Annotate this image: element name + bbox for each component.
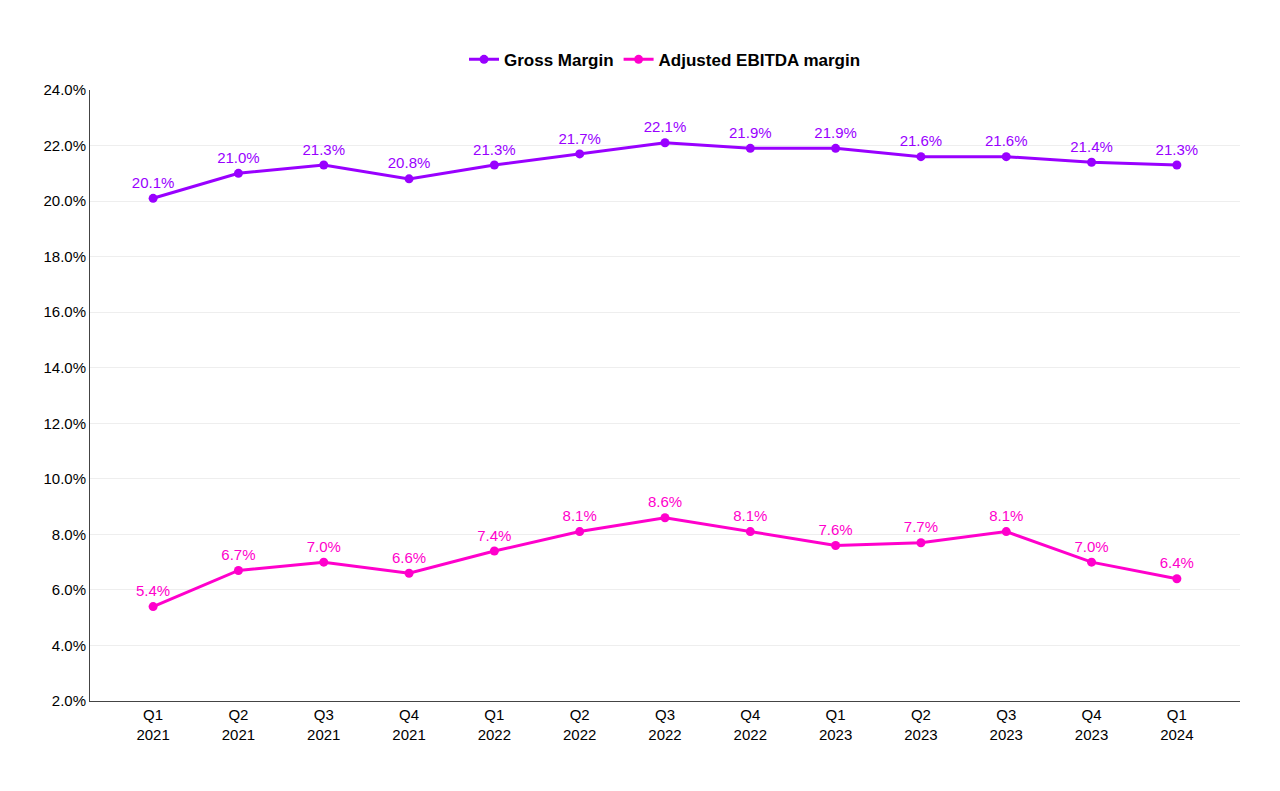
svg-text:8.1%: 8.1%	[733, 507, 767, 524]
svg-text:21.9%: 21.9%	[814, 124, 857, 141]
svg-text:21.7%: 21.7%	[558, 130, 601, 147]
svg-text:Q42022: Q42022	[734, 706, 767, 743]
svg-text:Q12021: Q12021	[136, 706, 169, 743]
svg-text:4.0%: 4.0%	[52, 637, 86, 654]
svg-text:Q12023: Q12023	[819, 706, 852, 743]
svg-text:21.6%: 21.6%	[985, 132, 1028, 149]
svg-text:5.4%: 5.4%	[136, 582, 170, 599]
svg-text:Q32023: Q32023	[990, 706, 1023, 743]
svg-text:Q22022: Q22022	[563, 706, 596, 743]
svg-text:6.6%: 6.6%	[392, 549, 426, 566]
svg-text:14.0%: 14.0%	[43, 359, 86, 376]
svg-text:7.6%: 7.6%	[819, 521, 853, 538]
svg-text:12.0%: 12.0%	[43, 415, 86, 432]
svg-text:2.0%: 2.0%	[52, 692, 86, 709]
svg-text:Gross Margin: Gross Margin	[504, 51, 614, 70]
svg-text:8.0%: 8.0%	[52, 526, 86, 543]
svg-text:22.1%: 22.1%	[644, 118, 687, 135]
svg-text:21.9%: 21.9%	[729, 124, 772, 141]
svg-text:21.3%: 21.3%	[473, 141, 516, 158]
svg-text:Q32022: Q32022	[648, 706, 681, 743]
svg-text:20.1%: 20.1%	[132, 174, 175, 191]
svg-text:Q42021: Q42021	[392, 706, 425, 743]
svg-text:21.3%: 21.3%	[1156, 141, 1199, 158]
svg-text:8.6%: 8.6%	[648, 493, 682, 510]
svg-text:10.0%: 10.0%	[43, 470, 86, 487]
svg-text:Adjusted EBITDA margin: Adjusted EBITDA margin	[659, 51, 861, 70]
svg-text:21.6%: 21.6%	[900, 132, 943, 149]
svg-text:8.1%: 8.1%	[563, 507, 597, 524]
svg-text:7.7%: 7.7%	[904, 518, 938, 535]
svg-text:Q32021: Q32021	[307, 706, 340, 743]
svg-text:24.0%: 24.0%	[43, 81, 86, 98]
svg-text:7.0%: 7.0%	[307, 538, 341, 555]
svg-text:18.0%: 18.0%	[43, 248, 86, 265]
svg-text:Q22023: Q22023	[904, 706, 937, 743]
svg-text:20.8%: 20.8%	[388, 154, 431, 171]
svg-text:21.0%: 21.0%	[217, 149, 260, 166]
svg-text:Q12024: Q12024	[1160, 706, 1193, 743]
svg-text:Q22021: Q22021	[222, 706, 255, 743]
svg-text:Q12022: Q12022	[478, 706, 511, 743]
svg-text:8.1%: 8.1%	[989, 507, 1023, 524]
svg-text:20.0%: 20.0%	[43, 192, 86, 209]
svg-text:6.4%: 6.4%	[1160, 554, 1194, 571]
svg-text:7.0%: 7.0%	[1074, 538, 1108, 555]
svg-text:21.3%: 21.3%	[302, 141, 345, 158]
svg-text:16.0%: 16.0%	[43, 303, 86, 320]
svg-text:Q42023: Q42023	[1075, 706, 1108, 743]
svg-text:7.4%: 7.4%	[477, 527, 511, 544]
svg-text:21.4%: 21.4%	[1070, 138, 1113, 155]
svg-text:6.0%: 6.0%	[52, 581, 86, 598]
svg-text:22.0%: 22.0%	[43, 137, 86, 154]
svg-text:6.7%: 6.7%	[221, 546, 255, 563]
